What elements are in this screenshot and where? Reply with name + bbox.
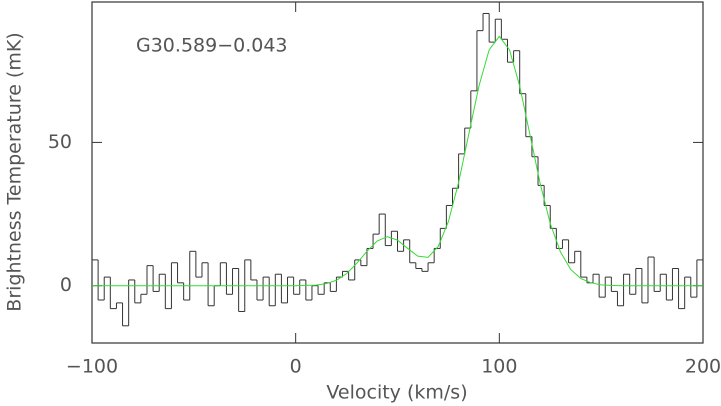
fit-line: [92, 35, 703, 287]
x-tick-label: −100: [66, 356, 118, 378]
chart-title: G30.589−0.043: [136, 35, 288, 57]
plot-frame: [91, 1, 704, 344]
y-axis-label: Brightness Temperature (mK): [4, 32, 26, 311]
x-tick-label: 100: [481, 356, 517, 378]
y-tick-label: 50: [48, 131, 72, 153]
x-tick-label: 0: [290, 356, 302, 378]
y-tick-label: 0: [60, 274, 72, 296]
x-tick-label: 200: [685, 356, 721, 378]
x-axis-label: Velocity (km/s): [326, 382, 467, 404]
